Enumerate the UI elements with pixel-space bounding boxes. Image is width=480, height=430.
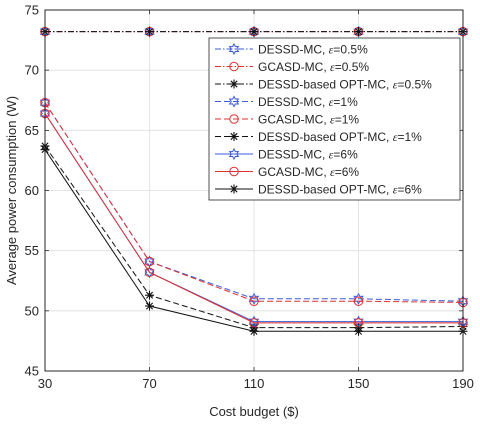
- legend-label: GCASD-MC, ε=6%: [258, 165, 359, 179]
- legend-label: DESSD-MC, ε=1%: [258, 95, 358, 109]
- legend-label-epsilon: ε: [393, 130, 398, 144]
- series-lines: [39, 25, 469, 336]
- y-tick-label: 50: [25, 303, 39, 318]
- data-point-circle-marker: [144, 267, 155, 278]
- data-point-asterisk-marker: [249, 27, 259, 37]
- data-point-asterisk-marker: [145, 27, 154, 37]
- legend-label-value: =6%: [397, 182, 422, 196]
- legend-label-value: =1%: [397, 130, 422, 144]
- data-point-asterisk-marker: [229, 184, 239, 194]
- data-point-hexagram-marker: [228, 95, 240, 108]
- legend-entry: DESSD-based OPT-MC, ε=1%: [215, 130, 422, 144]
- legend-label-epsilon: ε: [330, 112, 335, 126]
- y-tick-label: 75: [25, 3, 39, 18]
- data-point-hexagram-marker: [353, 25, 364, 38]
- y-tick-label: 65: [25, 123, 39, 138]
- legend-label-text: DESSD-MC,: [258, 147, 329, 161]
- data-point-circle-marker: [229, 114, 239, 124]
- legend-label-value: =1%: [335, 112, 360, 126]
- legend-entry: GCASD-MC, ε=1%: [215, 112, 359, 126]
- legend-label-text: DESSD-based OPT-MC,: [258, 182, 393, 196]
- legend-label-text: DESSD-MC,: [258, 95, 329, 109]
- y-axis-label: Average power consumption (W): [4, 96, 19, 285]
- x-axis-label: Cost budget ($): [209, 404, 299, 419]
- series-line: [44, 113, 463, 324]
- legend-label-value: =0.5%: [397, 77, 432, 91]
- legend-entry: DESSD-based OPT-MC, ε=0.5%: [215, 77, 432, 91]
- legend-label-text: GCASD-MC,: [258, 112, 330, 126]
- data-point-circle-marker: [249, 296, 259, 306]
- legend-entry: DESSD-MC, ε=0.5%: [215, 42, 368, 56]
- data-point-hexagram-marker: [353, 292, 364, 305]
- data-point-circle-marker: [229, 61, 239, 72]
- data-point-asterisk-marker: [145, 301, 154, 311]
- data-point-circle-marker: [353, 296, 364, 306]
- data-point-asterisk-marker: [354, 326, 363, 336]
- y-tick-label: 60: [25, 183, 39, 198]
- data-point-asterisk-marker: [249, 326, 259, 336]
- x-tick-label: 70: [142, 376, 156, 391]
- y-tick-label: 70: [25, 63, 39, 78]
- legend-label-value: =1%: [333, 95, 358, 109]
- legend-label: GCASD-MC, ε=1%: [258, 112, 359, 126]
- legend-label-value: =6%: [333, 147, 358, 161]
- legend-label-value: =0.5%: [333, 42, 368, 56]
- data-point-asterisk-marker: [145, 290, 154, 300]
- data-point-hexagram-marker: [228, 42, 240, 56]
- data-point-circle-marker: [229, 166, 239, 177]
- legend-label-text: GCASD-MC,: [258, 60, 330, 74]
- series-line: [44, 102, 464, 303]
- data-point-circle-marker: [144, 256, 155, 267]
- legend-label-epsilon: ε: [393, 77, 398, 91]
- data-point-hexagram-marker: [144, 266, 155, 279]
- legend-entry: GCASD-MC, ε=6%: [215, 165, 359, 179]
- x-tick-label: 110: [244, 376, 265, 391]
- data-point-asterisk-marker: [229, 132, 239, 141]
- legend-entry: DESSD-based OPT-MC, ε=6%: [215, 182, 422, 196]
- legend-label: DESSD-MC, ε=0.5%: [258, 42, 368, 56]
- legend-label-epsilon: ε: [329, 95, 334, 109]
- legend-label-epsilon: ε: [330, 165, 335, 179]
- x-tick-label: 190: [452, 376, 474, 391]
- legend-label: GCASD-MC, ε=0.5%: [258, 60, 369, 74]
- legend-label-text: GCASD-MC,: [258, 165, 330, 179]
- legend-label-text: DESSD-based OPT-MC,: [258, 130, 393, 144]
- x-tick-label: 30: [38, 376, 52, 391]
- y-tick-label: 45: [25, 364, 39, 379]
- legend-label-epsilon: ε: [329, 42, 334, 56]
- data-point-hexagram-marker: [248, 292, 260, 305]
- data-point-hexagram-marker: [228, 147, 240, 161]
- legend-label: DESSD-based OPT-MC, ε=6%: [258, 182, 422, 196]
- legend-label-text: DESSD-MC,: [258, 42, 329, 56]
- legend-entry: DESSD-MC, ε=1%: [215, 95, 358, 109]
- legend-entry: DESSD-MC, ε=6%: [215, 147, 358, 161]
- data-point-asterisk-marker: [354, 27, 363, 37]
- legend-label-text: DESSD-based OPT-MC,: [258, 77, 393, 91]
- axis-ticks: 30 70 110 150 190 45 50 55 60 65 70 75: [25, 3, 474, 392]
- legend-label-epsilon: ε: [329, 147, 334, 161]
- series-9: [40, 145, 468, 336]
- legend-label-epsilon: ε: [393, 182, 398, 196]
- legend-label: DESSD-MC, ε=6%: [258, 147, 358, 161]
- series-3: [40, 27, 468, 37]
- data-point-hexagram-marker: [248, 25, 260, 38]
- legend-label-value: =0.5%: [335, 60, 370, 74]
- legend-box: [208, 37, 461, 201]
- legend: DESSD-MC, ε=0.5%GCASD-MC, ε=0.5%DESSD-ba…: [208, 37, 461, 201]
- x-tick-label: 150: [348, 376, 370, 391]
- legend-label: DESSD-based OPT-MC, ε=1%: [258, 130, 422, 144]
- data-point-hexagram-marker: [144, 25, 155, 38]
- y-tick-label: 55: [25, 243, 39, 258]
- legend-label: DESSD-based OPT-MC, ε=0.5%: [258, 77, 432, 91]
- legend-label-value: =6%: [335, 165, 360, 179]
- legend-entry: GCASD-MC, ε=0.5%: [215, 60, 369, 74]
- legend-label-epsilon: ε: [330, 60, 335, 74]
- data-point-asterisk-marker: [229, 79, 239, 89]
